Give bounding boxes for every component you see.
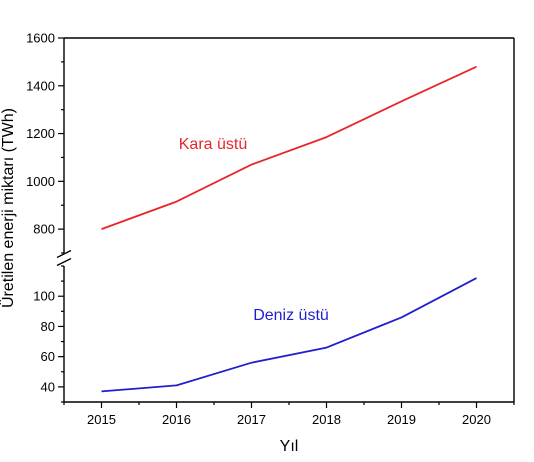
series-label-kara-ustu: Kara üstü: [179, 136, 247, 153]
y-tick-label: 1200: [26, 126, 55, 141]
y-tick-label: 80: [41, 319, 55, 334]
axis-break-slash-1: [56, 249, 72, 259]
series-labels: Kara üstü Deniz üstü: [179, 136, 329, 324]
y-axis-break-marker: [56, 249, 72, 267]
y-tick-label: 1000: [26, 174, 55, 189]
y-tick-label: 1400: [26, 78, 55, 93]
y-tick-label: 60: [41, 349, 55, 364]
x-tick-label: 2016: [162, 412, 191, 427]
series-label-deniz-ustu: Deniz üstü: [253, 307, 329, 324]
y-tick-label: 800: [33, 222, 55, 237]
x-tick-label: 2020: [462, 412, 491, 427]
series-layer: [101, 65, 477, 393]
y-tick-label: 100: [33, 289, 55, 304]
x-tick-label: 2015: [87, 412, 116, 427]
axis-break-slash-2: [56, 257, 72, 267]
x-axis-ticks: 2015 2016 2017 2018 2019 2020: [63, 402, 515, 427]
x-axis-title: Yıl: [280, 438, 299, 455]
x-tick-label: 2019: [387, 412, 416, 427]
y-axis-ticks: 800 1000 1200 1400 1600 40 60 80 100: [26, 31, 64, 403]
y-tick-label: 1600: [26, 31, 55, 46]
y-axis-title: Üretilen enerji miktarı (TWh): [0, 108, 17, 308]
y-tick-label: 40: [41, 379, 55, 394]
series-line-kara-ustu: [101, 65, 477, 230]
series-line-deniz-ustu: [101, 277, 477, 393]
x-tick-label: 2017: [237, 412, 266, 427]
x-tick-label: 2018: [312, 412, 341, 427]
